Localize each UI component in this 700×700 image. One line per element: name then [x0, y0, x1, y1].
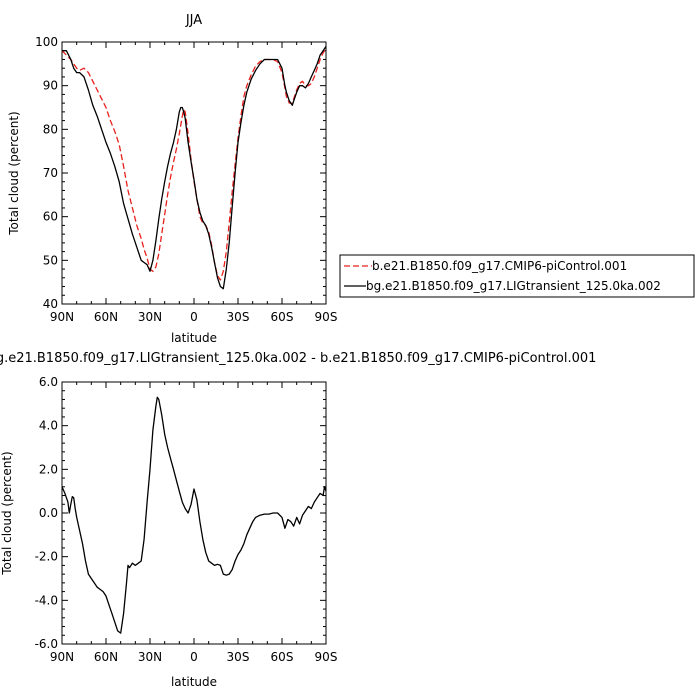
- top-ticks: 90N 60N 30N 0 30S 60S 90S 40 50 60 70 80 90 100: [35, 35, 337, 324]
- top-panel: JJA 90N 60N 30N 0 30S 60S 90S 40 50 60 70 80 90 100 l…: [7, 13, 337, 345]
- top-x-tick-label: 60N: [94, 310, 118, 324]
- top-y-tick-label: 80: [43, 122, 58, 136]
- top-x-tick-label: 90S: [315, 310, 338, 324]
- top-y-tick-label: 100: [35, 35, 58, 49]
- top-y-axis-title: Total cloud (percent): [7, 111, 21, 235]
- bottom-x-tick-label: 60N: [94, 650, 118, 664]
- top-y-tick-label: 90: [43, 79, 58, 93]
- top-x-tick-label: 60S: [271, 310, 294, 324]
- bottom-x-tick-label: 90N: [50, 650, 74, 664]
- top-x-tick-label: 30S: [227, 310, 250, 324]
- legend-label-picontrol: b.e21.B1850.f09_g17.CMIP6-piControl.001: [372, 259, 627, 273]
- top-y-tick-label: 40: [43, 297, 58, 311]
- top-x-tick-label: 30N: [138, 310, 162, 324]
- bottom-y-axis-title: Total cloud (percent): [0, 451, 14, 575]
- bottom-y-tick-label: -6.0: [35, 637, 58, 651]
- bottom-x-tick-label: 30S: [227, 650, 250, 664]
- bottom-y-tick-label: 2.0: [39, 462, 58, 476]
- bottom-y-tick-label: 4.0: [39, 419, 58, 433]
- bottom-x-tick-label: 60S: [271, 650, 294, 664]
- top-x-tick-label: 0: [190, 310, 198, 324]
- top-chart-title: JJA: [185, 13, 202, 28]
- bottom-plot-frame: [61, 381, 327, 645]
- top-x-tick-label: 90N: [50, 310, 74, 324]
- bottom-x-tick-label: 90S: [315, 650, 338, 664]
- bottom-y-tick-label: -4.0: [35, 593, 58, 607]
- top-y-tick-label: 50: [43, 253, 58, 267]
- top-plot-frame: [61, 41, 327, 305]
- top-y-tick-label: 60: [43, 210, 58, 224]
- top-x-axis-title: latitude: [171, 331, 217, 345]
- bottom-ticks: 90N 60N 30N 0 30S 60S 90S -6.0 -4.0 -2.0 0.0 2.0 4.0…: [35, 375, 338, 664]
- bottom-series: [61, 396, 327, 634]
- top-series: [61, 46, 327, 290]
- bottom-panel: bg.e21.B1850.f09_g17.LIGtransient_125.0k…: [0, 351, 596, 689]
- legend-label-ligtransient: bg.e21.B1850.f09_g17.LIGtransient_125.0k…: [366, 279, 661, 293]
- bottom-y-tick-label: -2.0: [35, 550, 58, 564]
- top-series-line-1: [62, 46, 327, 290]
- bottom-x-axis-title: latitude: [171, 675, 217, 689]
- bottom-y-tick-label: 0.0: [39, 506, 58, 520]
- bottom-chart-title: bg.e21.B1850.f09_g17.LIGtransient_125.0k…: [0, 351, 596, 366]
- bottom-series-line-0: [61, 396, 327, 634]
- bottom-y-tick-label: 6.0: [39, 375, 58, 389]
- bottom-x-tick-label: 0: [190, 650, 198, 664]
- legend-box: [339, 254, 695, 298]
- top-series-line-0: [61, 48, 327, 281]
- legend: b.e21.B1850.f09_g17.CMIP6-piControl.001 …: [339, 254, 695, 298]
- bottom-x-tick-label: 30N: [138, 650, 162, 664]
- top-y-tick-label: 70: [43, 166, 58, 180]
